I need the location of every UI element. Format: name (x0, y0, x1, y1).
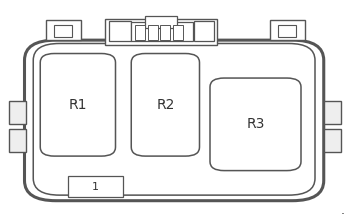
Text: R2: R2 (156, 98, 175, 112)
Bar (324, 101, 341, 124)
Bar (160, 25, 170, 40)
Bar (68, 176, 122, 197)
FancyBboxPatch shape (25, 40, 324, 201)
Text: 1: 1 (92, 182, 99, 192)
Bar (148, 25, 158, 40)
Bar (54, 25, 72, 37)
Bar (105, 19, 217, 45)
Bar (194, 21, 214, 41)
Bar (46, 20, 80, 40)
Bar (108, 21, 131, 41)
FancyBboxPatch shape (210, 78, 301, 171)
FancyBboxPatch shape (40, 54, 116, 156)
Bar (135, 25, 145, 40)
Text: R3: R3 (246, 117, 265, 131)
Bar (324, 129, 341, 152)
Text: .: . (340, 204, 344, 217)
Bar (270, 20, 304, 40)
Bar (173, 25, 183, 40)
Bar (278, 25, 296, 37)
FancyBboxPatch shape (33, 43, 315, 195)
Bar (9, 101, 26, 124)
FancyBboxPatch shape (131, 54, 200, 156)
Text: R1: R1 (69, 98, 87, 112)
Bar (131, 22, 192, 41)
Bar (9, 129, 26, 152)
Bar (145, 16, 177, 28)
